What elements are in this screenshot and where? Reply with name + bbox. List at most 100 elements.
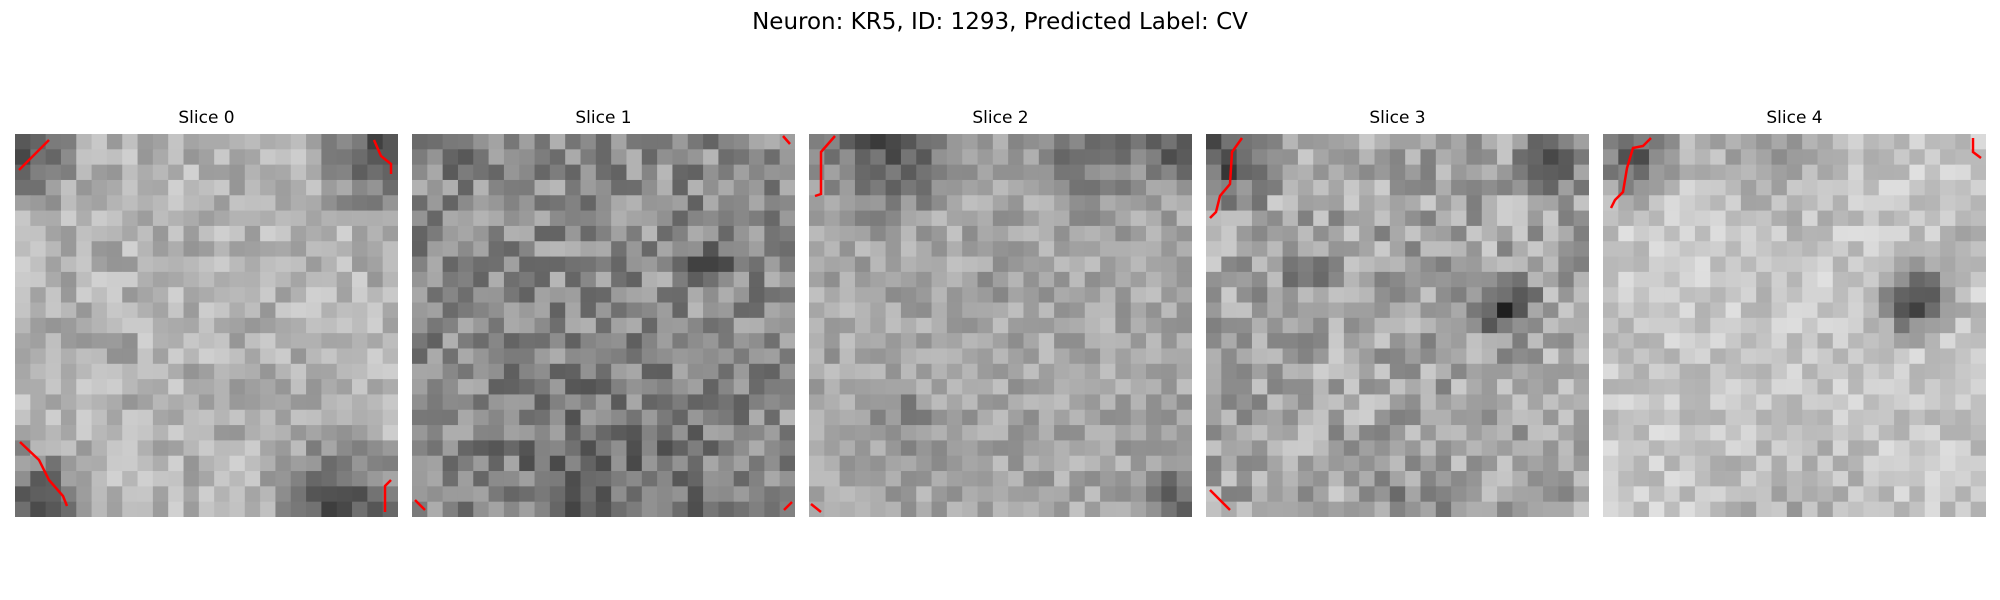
pixel-cell	[1527, 179, 1544, 196]
pixel-cell	[1176, 302, 1192, 319]
pixel-cell	[1740, 195, 1757, 211]
pixel-cell	[565, 256, 581, 273]
pixel-cell	[168, 379, 184, 395]
pixel-cell	[687, 210, 704, 227]
pixel-cell	[1023, 333, 1040, 349]
pixel-cell	[1848, 302, 1864, 319]
pixel-cell	[1633, 179, 1650, 196]
pixel-cell	[1069, 179, 1086, 196]
pixel-cell	[595, 333, 612, 349]
pixel-cell	[1038, 317, 1055, 334]
pixel-cell	[916, 348, 932, 365]
pixel-cell	[641, 394, 658, 411]
pixel-cell	[1740, 333, 1757, 349]
pixel-cell	[534, 134, 551, 150]
pixel-cell	[779, 256, 795, 273]
pixel-cell	[916, 271, 932, 288]
pixel-cell	[1664, 210, 1680, 227]
pixel-cell	[1817, 256, 1834, 273]
pixel-cell	[382, 333, 398, 349]
pixel-cell	[1497, 440, 1513, 457]
pixel-cell	[1267, 394, 1283, 411]
pixel-cell	[1710, 287, 1726, 303]
pixel-cell	[183, 287, 200, 303]
pixel-cell	[1251, 501, 1268, 517]
pixel-cell	[336, 333, 353, 349]
pixel-cell	[854, 440, 871, 457]
pixel-cell	[137, 471, 154, 487]
pixel-cell	[1603, 394, 1619, 411]
pixel-cell	[977, 501, 994, 517]
pixel-cell	[1161, 317, 1178, 334]
pixel-cell	[519, 348, 535, 365]
pixel-cell	[367, 287, 384, 303]
pixel-cell	[1023, 195, 1040, 211]
pixel-cell	[1374, 134, 1391, 150]
pixel-cell	[1084, 317, 1101, 334]
pixel-cell	[260, 179, 276, 196]
pixel-cell	[1481, 440, 1498, 457]
pixel-cell	[1100, 210, 1116, 227]
pixel-cell	[962, 379, 978, 395]
pixel-cell	[1832, 455, 1849, 472]
pixel-cell	[321, 440, 338, 457]
pixel-cell	[1313, 302, 1329, 319]
pixel-cell	[703, 195, 719, 211]
pixel-cell	[1115, 501, 1132, 517]
pixel-cell	[703, 134, 719, 150]
pixel-cell	[1267, 409, 1283, 426]
pixel-cell	[809, 409, 825, 426]
pixel-cell	[687, 134, 704, 150]
pixel-cell	[1435, 455, 1452, 472]
pixel-cell	[306, 455, 322, 472]
pixel-cell	[595, 455, 612, 472]
pixel-cell	[1236, 317, 1253, 334]
pixel-cell	[931, 164, 948, 181]
pixel-cell	[1466, 363, 1483, 380]
pixel-cell	[565, 394, 581, 411]
pixel-cell	[565, 287, 581, 303]
pixel-cell	[749, 302, 765, 319]
pixel-cell	[1236, 409, 1253, 426]
pixel-cell	[1648, 179, 1665, 196]
pixel-cell	[595, 271, 612, 288]
pixel-cell	[900, 501, 917, 517]
pixel-cell	[1282, 210, 1299, 227]
pixel-cell	[962, 179, 978, 196]
pixel-cell	[1633, 425, 1650, 441]
pixel-cell	[15, 179, 31, 196]
pixel-cell	[352, 394, 368, 411]
pixel-cell	[1451, 394, 1467, 411]
pixel-cell	[1267, 471, 1283, 487]
pixel-cell	[1710, 241, 1726, 257]
pixel-cell	[749, 317, 765, 334]
pixel-cell	[595, 302, 612, 319]
pixel-cell	[60, 195, 77, 211]
pixel-cell	[30, 179, 47, 196]
pixel-cell	[657, 317, 673, 334]
pixel-cell	[1161, 394, 1178, 411]
pixel-cell	[611, 363, 627, 380]
pixel-cell	[1756, 455, 1772, 472]
pixel-cell	[15, 241, 31, 257]
pixel-cell	[946, 486, 963, 503]
pixel-cell	[931, 302, 948, 319]
pixel-cell	[1618, 348, 1635, 365]
pixel-cell	[1420, 348, 1437, 365]
pixel-cell	[1756, 210, 1772, 227]
pixel-cell	[657, 501, 673, 517]
pixel-cell	[442, 471, 459, 487]
pixel-cell	[214, 149, 230, 166]
pixel-cell	[1648, 287, 1665, 303]
pixel-cell	[1146, 134, 1162, 150]
pixel-cell	[1710, 271, 1726, 288]
pixel-cell	[1725, 425, 1742, 441]
pixel-cell	[457, 363, 474, 380]
pixel-cell	[1832, 317, 1849, 334]
pixel-cell	[1924, 287, 1941, 303]
pixel-cell	[336, 271, 353, 288]
pixel-cell	[1146, 409, 1162, 426]
pixel-cell	[1267, 486, 1283, 503]
pixel-cell	[1756, 486, 1772, 503]
pixel-cell	[275, 409, 292, 426]
